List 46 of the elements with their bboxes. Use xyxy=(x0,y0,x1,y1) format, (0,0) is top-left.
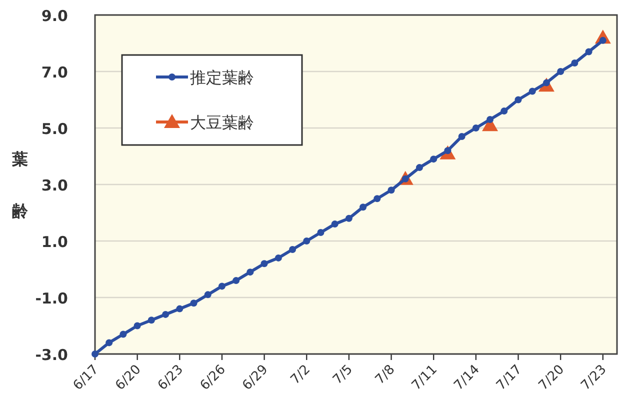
point xyxy=(374,195,381,202)
point xyxy=(148,316,155,324)
point xyxy=(331,220,338,228)
point xyxy=(458,132,466,140)
legend-label: 大豆葉齢 xyxy=(190,113,254,132)
point xyxy=(162,310,170,318)
point xyxy=(430,156,438,163)
y-tick-label: -3.0 xyxy=(35,346,68,364)
point xyxy=(472,124,480,132)
y-tick-label: 1.0 xyxy=(41,233,68,251)
point xyxy=(204,291,212,298)
point xyxy=(345,214,352,222)
y-tick-label: 3.0 xyxy=(41,176,68,194)
point xyxy=(317,229,324,236)
point xyxy=(585,48,592,56)
point xyxy=(232,277,240,284)
point xyxy=(289,246,296,253)
y-tick-label: 9.0 xyxy=(41,7,68,25)
point xyxy=(246,268,254,276)
point xyxy=(557,68,564,75)
x-tick-label: 7/2 xyxy=(288,362,314,388)
point xyxy=(106,339,113,346)
point xyxy=(486,116,494,124)
text: 葉齢 xyxy=(12,150,28,220)
point xyxy=(360,204,367,211)
point xyxy=(260,260,268,268)
point xyxy=(500,108,508,115)
point xyxy=(528,88,536,95)
point xyxy=(274,254,282,262)
point xyxy=(120,330,127,338)
y-tick-label: 5.0 xyxy=(41,120,68,138)
legend-label: 推定葉齢 xyxy=(190,68,254,87)
point xyxy=(176,305,184,312)
point xyxy=(416,164,423,172)
point xyxy=(92,350,98,358)
x-tick-label: 7/5 xyxy=(330,362,356,388)
point xyxy=(514,96,522,104)
y-tick-label: 7.0 xyxy=(41,64,68,82)
point xyxy=(571,60,578,67)
point xyxy=(190,300,198,307)
point xyxy=(218,282,226,290)
point xyxy=(303,238,310,244)
point xyxy=(134,322,141,330)
point xyxy=(388,186,395,194)
y-tick-label: -1.0 xyxy=(35,290,68,308)
x-tick-label: 7/8 xyxy=(372,362,398,388)
